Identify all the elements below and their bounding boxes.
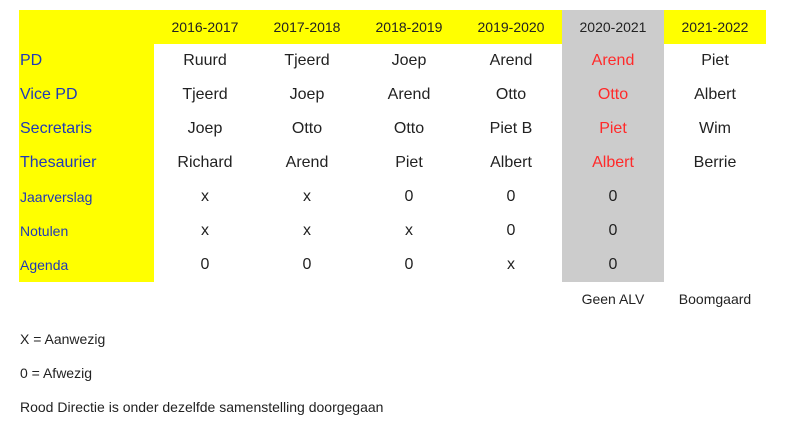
table-cell: Arend — [387, 86, 431, 103]
note-geen-alv: Geen ALV — [581, 291, 645, 307]
table-cell: x — [201, 188, 209, 205]
legend-red-note: Rood Directie is onder dezelfde samenste… — [20, 399, 384, 415]
table-cell: Ruurd — [183, 52, 227, 69]
table-cell: Albert — [694, 86, 736, 103]
table-cell: x — [405, 222, 413, 239]
note-boomgaard: Boomgaard — [678, 291, 752, 307]
notes-empty-cell — [256, 282, 358, 316]
table-cell: Piet — [395, 154, 423, 171]
table-cell: 0 — [404, 188, 414, 205]
table-cell: 0 — [302, 256, 312, 273]
header-2018-2019: 2018-2019 — [358, 10, 460, 44]
header-2017-2018: 2017-2018 — [256, 10, 358, 44]
legend-present: X = Aanwezig — [20, 331, 106, 347]
table-cell: Otto — [495, 86, 527, 103]
table-cell: Piet — [701, 52, 729, 69]
table-cell: Berrie — [693, 154, 737, 171]
table-cell: x — [507, 256, 515, 273]
table-cell: 0 — [506, 188, 516, 205]
table-cell — [664, 180, 766, 214]
header-corner — [19, 10, 154, 44]
table-cell-highlight: 0 — [562, 248, 664, 282]
table-cell: Tjeerd — [182, 86, 228, 103]
notes-empty-cell — [19, 282, 154, 316]
notes-empty-cell — [154, 282, 256, 316]
table-cell: Joep — [187, 120, 223, 137]
table-cell: Joep — [391, 52, 427, 69]
table-cell-highlight: Piet — [562, 112, 664, 146]
row-label-thesaurier: Thesaurier — [19, 146, 154, 180]
table-cell: Arend — [489, 52, 533, 69]
header-2020-2021: 2020-2021 — [562, 10, 664, 44]
table-cell: Otto — [291, 120, 323, 137]
row-label-vice-pd: Vice PD — [19, 78, 154, 112]
table-cell: Wim — [699, 120, 731, 137]
board-table: 2016-2017 2017-2018 2018-2019 2019-2020 … — [19, 10, 766, 316]
table-cell — [664, 248, 766, 282]
table-cell: Albert — [490, 154, 532, 171]
table-cell: Tjeerd — [284, 52, 330, 69]
table-cell: Joep — [289, 86, 325, 103]
header-2021-2022: 2021-2022 — [664, 10, 766, 44]
row-label-notulen: Notulen — [19, 214, 154, 248]
row-label-secretaris: Secretaris — [19, 112, 154, 146]
table-cell-highlight: 0 — [562, 214, 664, 248]
notes-empty-cell — [358, 282, 460, 316]
table-cell: 0 — [404, 256, 414, 273]
header-2019-2020: 2019-2020 — [460, 10, 562, 44]
table-cell: Otto — [393, 120, 425, 137]
header-2016-2017: 2016-2017 — [154, 10, 256, 44]
legend-absent: 0 = Afwezig — [20, 365, 92, 381]
table-cell-highlight: Albert — [562, 146, 664, 180]
table-cell: x — [201, 222, 209, 239]
table-cell: x — [303, 222, 311, 239]
table-cell: 0 — [506, 222, 516, 239]
table-cell: 0 — [200, 256, 210, 273]
row-label-pd: PD — [19, 44, 154, 78]
row-label-jaarverslag: Jaarverslag — [19, 180, 154, 214]
table-cell-highlight: Arend — [562, 44, 664, 78]
table-cell — [664, 214, 766, 248]
table-cell: Richard — [177, 154, 233, 171]
table-cell: Arend — [285, 154, 329, 171]
table-cell: Piet B — [489, 120, 533, 137]
table-cell-highlight: 0 — [562, 180, 664, 214]
table-cell-highlight: Otto — [562, 78, 664, 112]
table-cell: x — [303, 188, 311, 205]
row-label-agenda: Agenda — [19, 248, 154, 282]
